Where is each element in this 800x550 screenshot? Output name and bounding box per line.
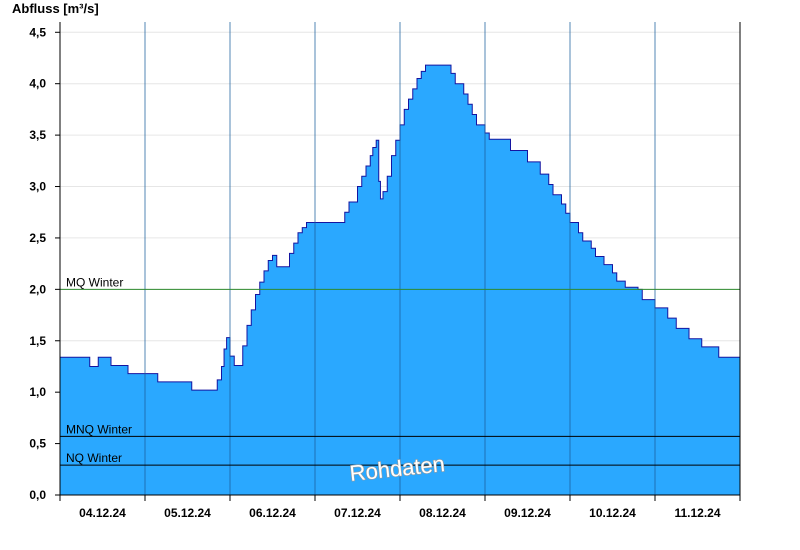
x-tick-labels: 04.12.24 05.12.24 06.12.24 07.12.24 08.12.24…: [59, 495, 741, 520]
reference-line-label: NQ Winter: [66, 451, 122, 465]
x-tick-label: 07.12.24: [334, 506, 381, 520]
day-separator-lines: [144, 22, 656, 495]
y-axis-title: Abfluss [m³/s]: [12, 1, 99, 16]
y-tick-label: 1,0: [29, 385, 46, 399]
y-tick-label: 0,5: [29, 437, 46, 451]
x-tick-label: 04.12.24: [79, 506, 126, 520]
y-tick-label: 4,5: [29, 25, 46, 39]
reference-line-label: MNQ Winter: [66, 422, 132, 436]
y-tick-labels: 0,0 0,5 1,0 1,5 2,0 2,5 3,0 3,5 4,0 4,5: [29, 25, 60, 502]
y-tick-label: 2,5: [29, 231, 46, 245]
x-tick-label: 06.12.24: [249, 506, 296, 520]
y-tick-label: 4,0: [29, 77, 46, 91]
y-tick-label: 3,5: [29, 128, 46, 142]
y-tick-label: 3,0: [29, 180, 46, 194]
reference-lines: MQ Winter MNQ Winter NQ Winter: [60, 275, 740, 466]
y-tick-label: 1,5: [29, 334, 46, 348]
series-line: [59, 64, 741, 391]
y-tick-label: 2,0: [29, 282, 46, 296]
x-tick-label: 08.12.24: [419, 506, 466, 520]
x-tick-label: 05.12.24: [164, 506, 211, 520]
reference-line-label: MQ Winter: [66, 275, 123, 289]
x-tick-label: 09.12.24: [504, 506, 551, 520]
x-tick-label: 11.12.24: [674, 506, 720, 520]
x-tick-label: 10.12.24: [589, 506, 636, 520]
y-tick-label: 0,0: [29, 488, 46, 502]
